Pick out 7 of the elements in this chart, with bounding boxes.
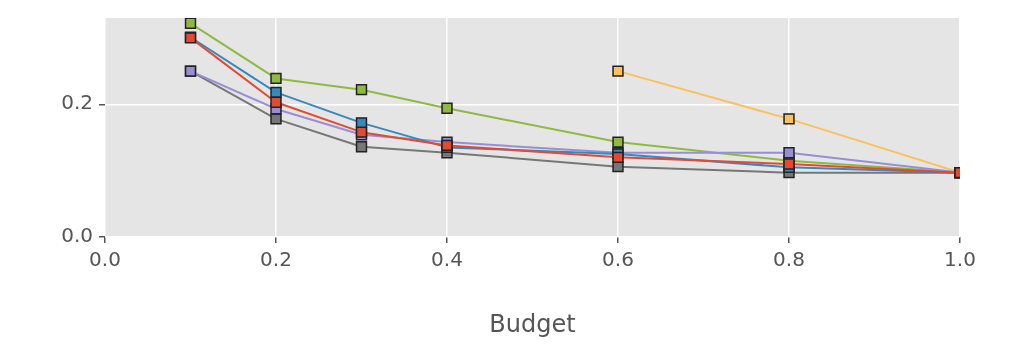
x-tick-label: 0.0 bbox=[89, 247, 121, 272]
x-tick-label: 0.6 bbox=[602, 247, 634, 272]
x-axis-title: Budget bbox=[489, 309, 576, 338]
x-tick-label: 1.0 bbox=[944, 247, 976, 272]
x-tick-label: 0.8 bbox=[773, 247, 805, 272]
x-tick-label: 0.4 bbox=[431, 247, 463, 272]
x-tick-label: 0.2 bbox=[260, 247, 292, 272]
